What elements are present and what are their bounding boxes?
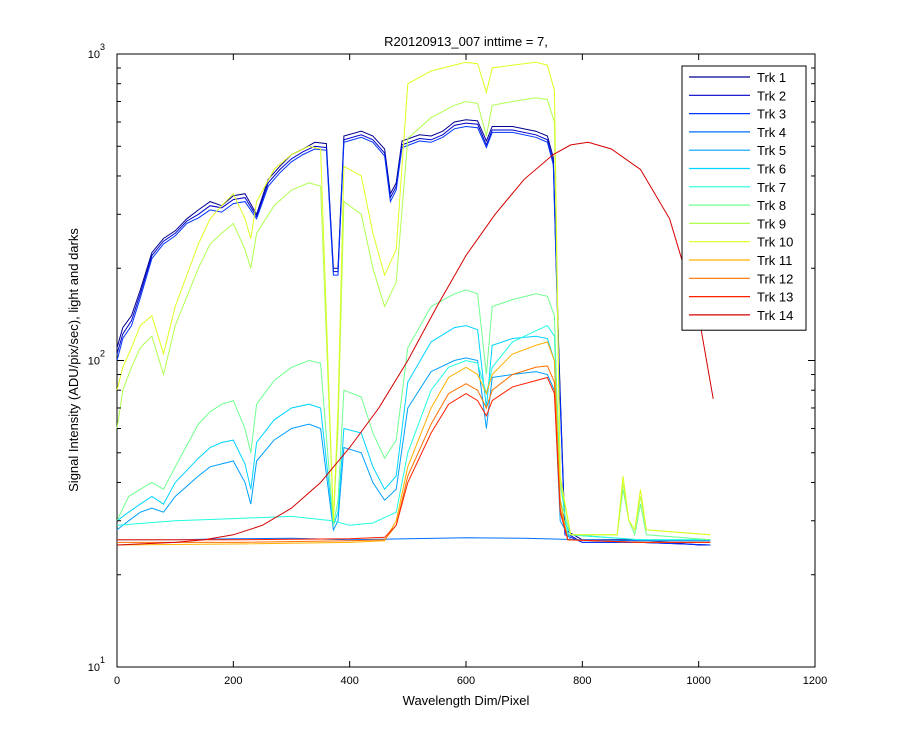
x-tick-label: 1200 bbox=[803, 675, 827, 687]
x-tick-label: 1000 bbox=[686, 675, 710, 687]
series-line-trk-5 bbox=[116, 357, 711, 543]
series-line-trk-14 bbox=[116, 141, 714, 546]
y-tick-exponent: 1 bbox=[100, 655, 105, 665]
y-axis-title: Signal Intensity (ADU/pix/sec), light an… bbox=[66, 228, 81, 492]
chart-title: R20120913_007 inttime = 7, bbox=[384, 34, 548, 49]
series-line-trk-2 bbox=[116, 122, 711, 546]
legend-label-trk-5: Trk 5 bbox=[757, 143, 786, 158]
legend-label-trk-10: Trk 10 bbox=[757, 235, 793, 250]
y-tick-exponent: 2 bbox=[100, 349, 105, 359]
x-axis-title: Wavelength Dim/Pixel bbox=[403, 693, 530, 708]
legend-box bbox=[681, 65, 807, 331]
series-line-trk-1 bbox=[116, 119, 711, 546]
series-line-trk-6 bbox=[116, 325, 711, 541]
series-line-trk-13 bbox=[117, 376, 711, 543]
y-tick-exponent: 3 bbox=[100, 42, 105, 52]
legend-label-trk-13: Trk 13 bbox=[757, 290, 793, 305]
legend-label-trk-2: Trk 2 bbox=[757, 88, 786, 103]
legend: Trk 1 Trk 2 Trk 3 Trk 4 Trk 5 Trk 6 Trk 7 Trk 8… bbox=[681, 65, 807, 331]
series-layer bbox=[116, 61, 714, 546]
legend-label-trk-4: Trk 4 bbox=[757, 125, 786, 140]
legend-label-trk-1: Trk 1 bbox=[757, 70, 786, 85]
series-line-trk-10 bbox=[116, 61, 711, 536]
x-tick-label: 400 bbox=[340, 675, 358, 687]
x-tick-label: 600 bbox=[457, 675, 475, 687]
legend-label-trk-3: Trk 3 bbox=[757, 107, 786, 122]
series-line-trk-3 bbox=[116, 125, 711, 546]
legend-label-trk-9: Trk 9 bbox=[757, 216, 786, 231]
x-tick-label: 800 bbox=[573, 675, 591, 687]
legend-label-trk-11: Trk 11 bbox=[757, 253, 792, 268]
legend-label-trk-14: Trk 14 bbox=[757, 308, 793, 323]
x-tick-label: 200 bbox=[224, 675, 242, 687]
series-line-trk-4 bbox=[117, 537, 711, 542]
x-tick-label: 0 bbox=[114, 675, 120, 687]
legend-label-trk-12: Trk 12 bbox=[757, 271, 793, 286]
legend-label-trk-8: Trk 8 bbox=[757, 198, 786, 213]
legend-label-trk-7: Trk 7 bbox=[757, 180, 786, 195]
legend-label-trk-6: Trk 6 bbox=[757, 162, 786, 177]
series-line-trk-8 bbox=[116, 289, 711, 541]
